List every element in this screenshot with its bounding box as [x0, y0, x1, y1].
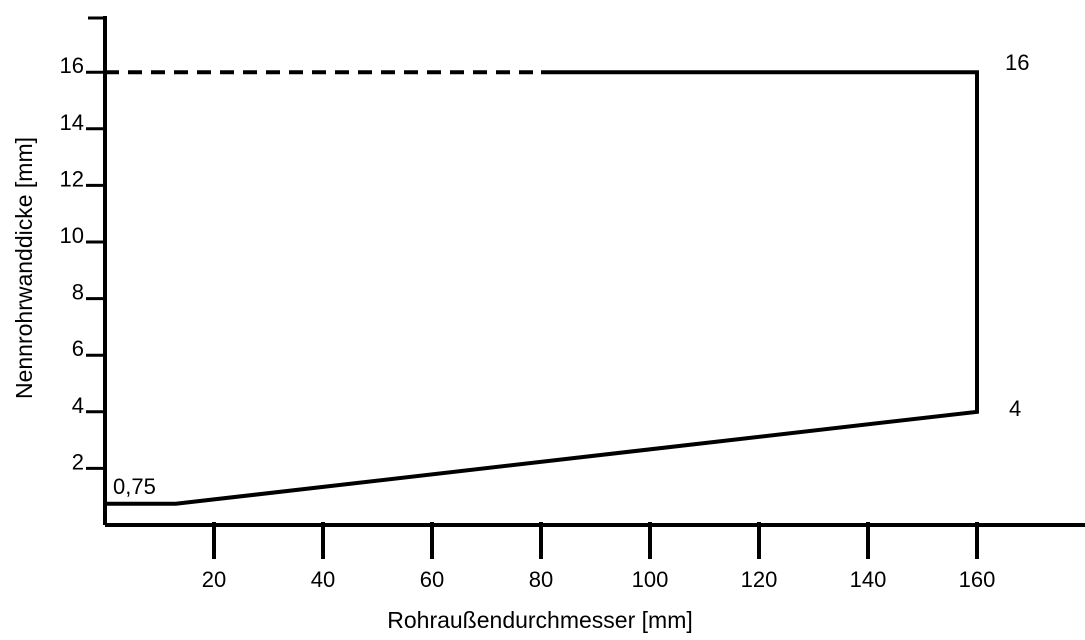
- y-tick-label: 6: [72, 336, 84, 361]
- x-axis-label: Rohraußendurchmesser [mm]: [387, 607, 693, 633]
- y-tick-label: 10: [60, 223, 84, 248]
- x-tick-label: 40: [311, 567, 335, 592]
- x-tick-label: 140: [850, 567, 887, 592]
- x-tick-label: 20: [202, 567, 226, 592]
- x-tick-label: 160: [959, 567, 996, 592]
- annotation-label: 16: [1005, 50, 1029, 75]
- y-tick-label: 14: [60, 110, 84, 135]
- annotation-label: 0,75: [113, 474, 156, 499]
- y-axis-label: Nennrohrwanddicke [mm]: [11, 137, 37, 399]
- y-tick-label: 2: [72, 449, 84, 474]
- y-tick-label: 8: [72, 280, 84, 305]
- boundary-line: [105, 70, 979, 506]
- y-axis: 2 4 6 8 10 12 14 16: [60, 16, 107, 525]
- x-tick-label: 60: [420, 567, 444, 592]
- x-tick-label: 80: [529, 567, 553, 592]
- series-layer: [105, 70, 979, 506]
- y-tick-label: 16: [60, 53, 84, 78]
- annotation-label: 4: [1009, 396, 1021, 421]
- y-tick-label: 4: [72, 393, 84, 418]
- x-tick-label: 100: [632, 567, 669, 592]
- x-axis: 20 40 60 80 100 120 140 160: [105, 522, 1085, 592]
- x-tick-label: 120: [741, 567, 778, 592]
- y-tick-label: 12: [60, 166, 84, 191]
- annotation-layer: 0,75 16 4: [113, 50, 1029, 499]
